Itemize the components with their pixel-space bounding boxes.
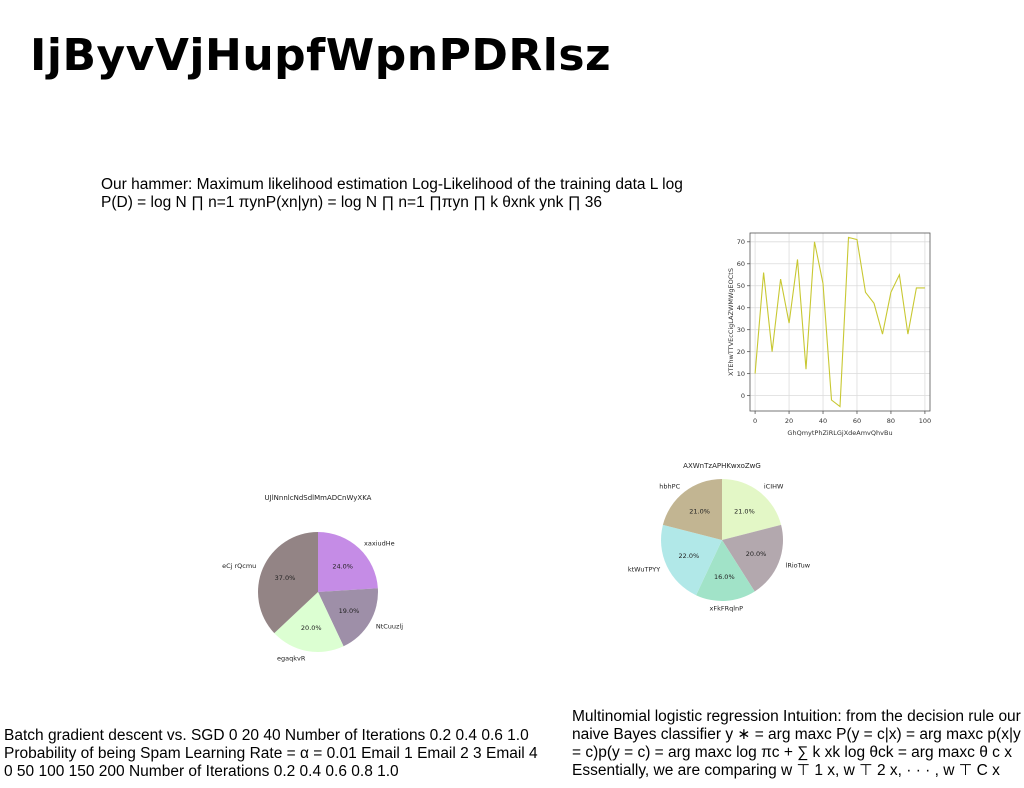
pie-slice: [696, 540, 755, 601]
y-tick-label: 60: [737, 260, 745, 268]
pie-pct-label: 24.0%: [332, 562, 353, 570]
pie-pct-label: 20.0%: [746, 550, 767, 558]
pie-chart-2: AXWnTzAPHKwxoZwG iCIHW 21.0% lRioTuw 20.0% xF…: [628, 462, 811, 613]
y-tick-label: 50: [737, 282, 745, 290]
text-block-logistic-regression: Multinomial logistic regression Intuitio…: [572, 708, 1021, 779]
x-axis-label: GhQmytPhZiRLGjXdeAmvQhvBu: [787, 429, 892, 437]
pie-label: ktWuTPYY: [628, 566, 660, 574]
pie-label: eCj rQcmu: [222, 562, 256, 570]
line-chart: 0 20 40 60 80 100 0 10 20 30 40 50 60 70 GhQmytPhZiRLG…: [727, 232, 931, 437]
x-tick-label: 80: [887, 417, 895, 425]
y-tick-label: 70: [737, 238, 745, 246]
pie-slice: [258, 532, 318, 634]
pie-pct-label: 22.0%: [679, 552, 700, 560]
x-tick-label: 0: [753, 417, 757, 425]
page-title: IjByvVjHupfWpnPDRlsz: [30, 30, 612, 81]
pie-chart-1: UJlNnnlcNdSdlMmADCnWyXKA xaxiudHe 24.0% NtC…: [222, 494, 403, 663]
text-block-gradient-descent: Batch gradient descent vs. SGD 0 20 40 N…: [4, 727, 538, 780]
y-tick-label: 0: [741, 392, 745, 400]
x-tick-label: 60: [853, 417, 861, 425]
plot-frame: [749, 232, 931, 412]
pie-slice: [274, 592, 344, 653]
pie-title: AXWnTzAPHKwxoZwG: [683, 462, 761, 470]
pie-label: xFkFRqlnP: [710, 605, 744, 613]
pie-label: xaxiudHe: [364, 540, 395, 548]
y-tick-label: 40: [737, 304, 745, 312]
pie-pct-label: 21.0%: [734, 508, 755, 516]
x-tick-label: 20: [785, 417, 793, 425]
pie-label: NtCuuzlj: [376, 623, 403, 631]
pie-slice: [318, 532, 378, 592]
pie-label: hbhPC: [659, 483, 680, 491]
pie-slice: [662, 479, 722, 540]
pie-slice: [722, 524, 783, 592]
pie-pct-label: 21.0%: [689, 508, 710, 516]
pie-slice: [661, 524, 722, 596]
series-line: [754, 236, 925, 408]
x-tick-label: 40: [819, 417, 827, 425]
pie-label: lRioTuw: [786, 562, 811, 570]
y-tick-label: 20: [737, 348, 745, 356]
pie-pct-label: 37.0%: [275, 574, 296, 582]
y-axis-label: XTEhwTTVEcCigLAZWMWgEOCtS: [727, 268, 735, 376]
pie-title: UJlNnnlcNdSdlMmADCnWyXKA: [265, 494, 372, 502]
text-block-likelihood: Our hammer: Maximum likelihood estimatio…: [101, 176, 683, 211]
pie-slice: [318, 588, 378, 647]
y-tick-label: 30: [737, 326, 745, 334]
pie-label: egaqkvR: [277, 655, 306, 663]
pie-slice: [722, 479, 782, 540]
pie-label: iCIHW: [764, 483, 784, 491]
pie-pct-label: 19.0%: [339, 607, 360, 615]
y-tick-label: 10: [737, 370, 745, 378]
pie-pct-label: 20.0%: [301, 624, 322, 632]
pie-pct-label: 16.0%: [714, 573, 735, 581]
x-tick-label: 100: [919, 417, 931, 425]
